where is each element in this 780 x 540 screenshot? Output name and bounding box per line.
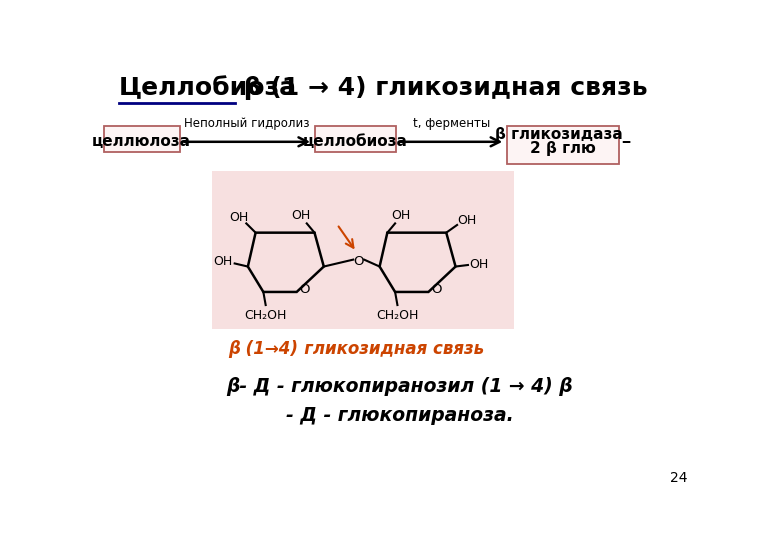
Text: OH: OH xyxy=(214,255,232,268)
Text: t, ферменты: t, ферменты xyxy=(413,117,490,130)
Text: CH₂OH: CH₂OH xyxy=(376,308,419,321)
Text: β гликозидаза_: β гликозидаза_ xyxy=(495,127,630,143)
Text: OH: OH xyxy=(392,209,411,222)
Text: Целлобиоза: Целлобиоза xyxy=(119,76,297,100)
Bar xyxy=(212,171,515,329)
Text: OH: OH xyxy=(470,259,488,272)
Text: Неполный гидролиз: Неполный гидролиз xyxy=(184,117,310,130)
Text: OH: OH xyxy=(458,214,477,227)
Text: 2 β глю: 2 β глю xyxy=(530,141,596,156)
Bar xyxy=(314,126,396,152)
Text: β- Д - глюкопиранозил (1 → 4) β: β- Д - глюкопиранозил (1 → 4) β xyxy=(226,377,573,396)
Text: β (1 → 4) гликозидная связь: β (1 → 4) гликозидная связь xyxy=(236,76,648,100)
Text: OH: OH xyxy=(229,211,248,224)
Text: O: O xyxy=(431,283,441,296)
Text: 24: 24 xyxy=(670,471,687,485)
Bar xyxy=(104,126,179,152)
Text: гликозидная связь: гликозидная связь xyxy=(287,340,484,357)
Text: β (1→4): β (1→4) xyxy=(228,340,298,357)
Text: CH₂OH: CH₂OH xyxy=(244,308,287,321)
Bar xyxy=(507,126,619,164)
Text: O: O xyxy=(353,255,364,268)
Text: целлобиоза: целлобиоза xyxy=(303,134,408,149)
Text: - Д - глюкопираноза.: - Д - глюкопираноза. xyxy=(286,406,513,425)
Text: OH: OH xyxy=(291,209,310,222)
Text: O: O xyxy=(300,283,310,296)
Text: целлюлоза: целлюлоза xyxy=(92,134,191,149)
